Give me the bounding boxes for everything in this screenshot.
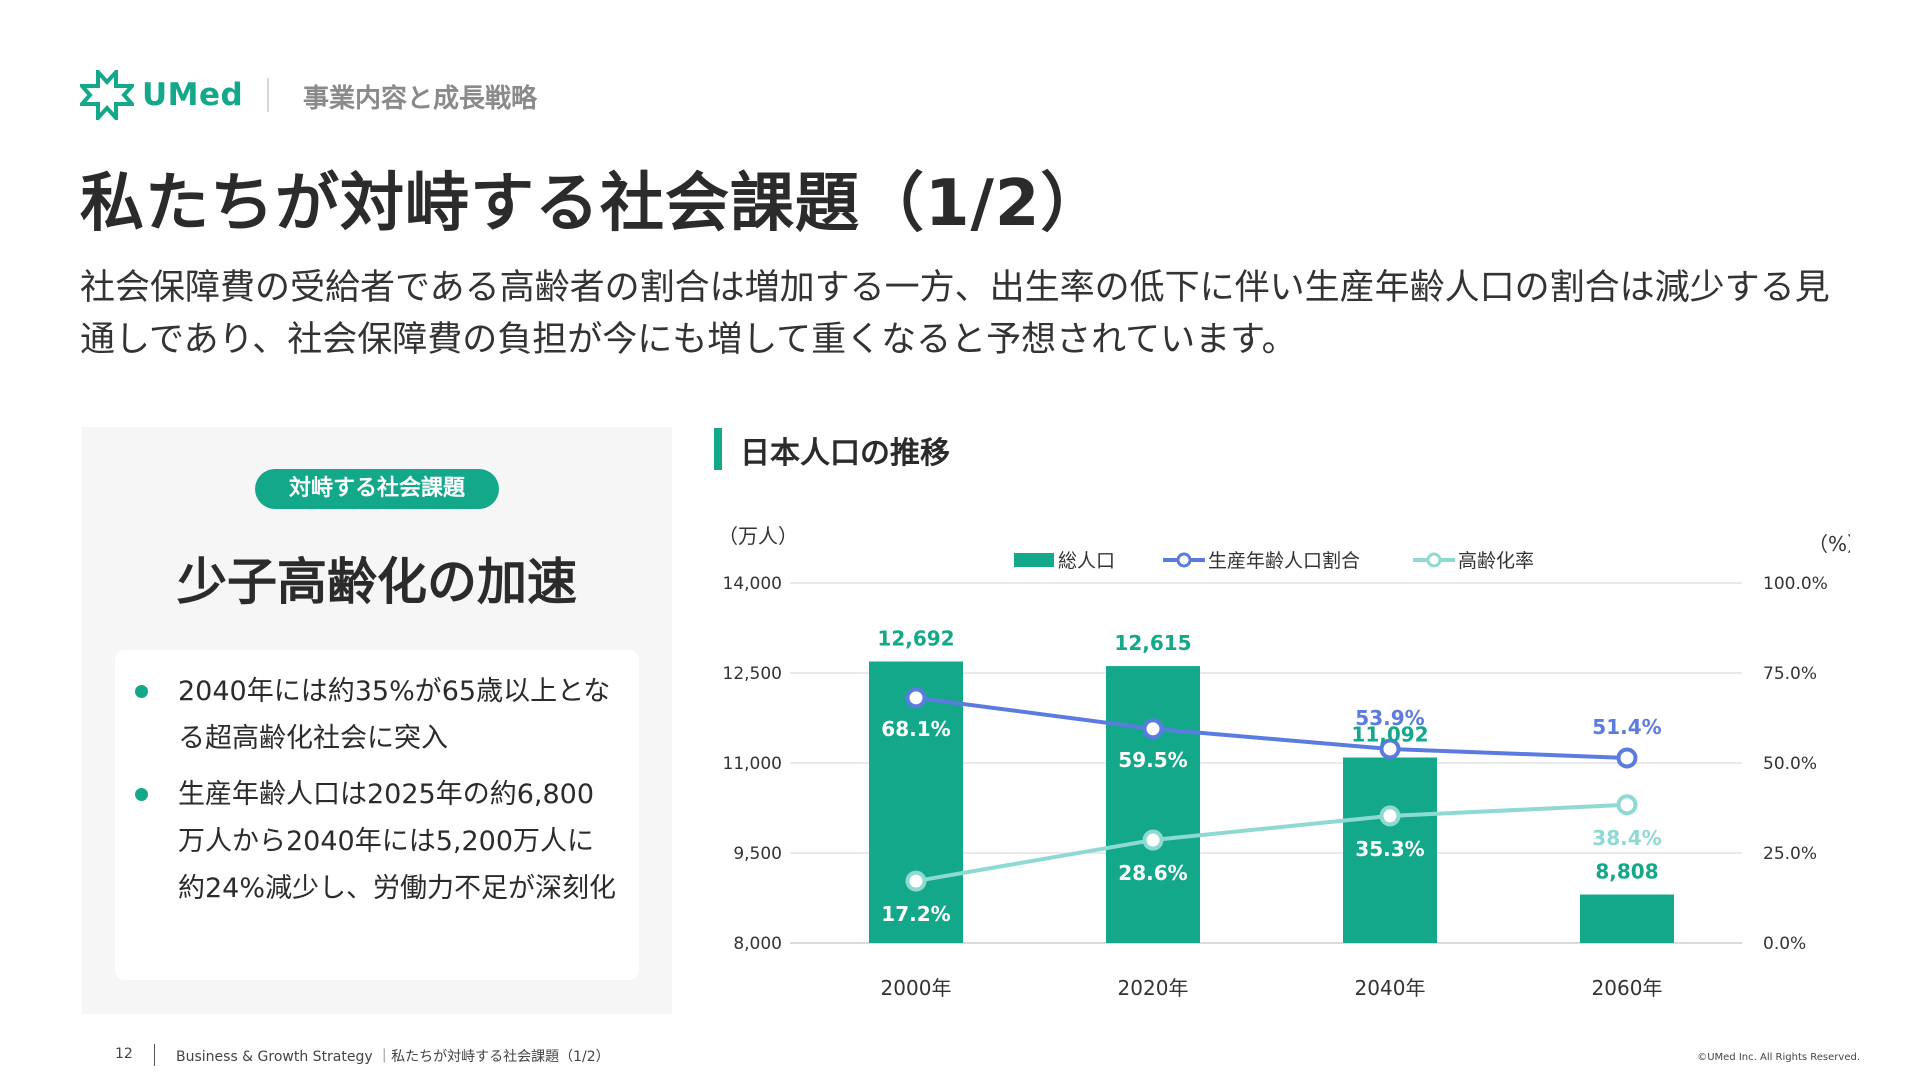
issue-panel: 対峙する社会課題 少子高齢化の加速 2040年には約35%が65歳以上となる超高… [82,427,672,1014]
header-divider [267,78,269,112]
aging-rate-point [905,870,927,892]
issue-headline: 少子高齢化の加速 [177,553,577,611]
working-age-ratio-point [1616,747,1638,769]
working-age-value-label: 53.9% [1355,706,1424,730]
y-tick-right: 50.0% [1763,754,1817,774]
umed-cross-icon [80,70,134,120]
brand-logo: UMed [80,70,243,120]
legend-label: 高齢化率 [1458,550,1534,572]
working-age-ratio-point [1142,718,1164,740]
aging-rate-point [1142,829,1164,851]
chart-title: 日本人口の推移 [740,436,950,471]
bullet-item: 2040年には約35%が65歳以上となる超高齢化社会に突入 [115,668,639,762]
bar-total-population [1580,894,1674,943]
bullet-dot-icon [135,685,148,698]
y-axis-label-right: （%） [1808,532,1850,556]
lead-text: 社会保障費の受給者である高齢者の割合は増加する一方、出生率の低下に伴い生産年齢人… [80,268,1830,360]
bar-value-label: 11,092 [1351,722,1428,746]
working-age-value-label: 59.5% [1118,748,1187,772]
y-tick-left: 14,000 [723,574,782,594]
y-axis-label-left: （万人） [718,524,798,548]
bar-value-label: 8,808 [1595,860,1658,884]
y-tick-right: 25.0% [1763,844,1817,864]
working-age-ratio-point [1379,738,1401,760]
legend-label: 生産年齢人口割合 [1208,550,1360,572]
bar-total-population [869,661,963,943]
footer-text: Business & Growth Strategy ｜私たちが対峙する社会課題… [176,1049,610,1065]
x-tick-label: 2060年 [1592,976,1663,1000]
legend-marker-aging-rate [1426,552,1442,568]
x-tick-label: 2020年 [1118,976,1189,1000]
legend-swatch-bar [1014,553,1054,567]
brand-name: UMed [142,77,244,113]
x-tick-label: 2040年 [1355,976,1426,1000]
y-tick-left: 8,000 [733,934,782,954]
section-name: 事業内容と成長戦略 [303,84,538,114]
x-tick-label: 2000年 [881,976,952,1000]
y-tick-left: 9,500 [733,844,782,864]
copyright: ©UMed Inc. All Rights Reserved. [1697,1052,1860,1063]
aging-rate-line [915,802,1628,884]
bullet-text: 2040年には約35%が65歳以上となる超高齢化社会に突入 [178,676,611,754]
issue-card: 2040年には約35%が65歳以上となる超高齢化社会に突入 生産年齢人口は202… [115,650,639,980]
issue-bullet-list: 2040年には約35%が65歳以上となる超高齢化社会に突入 生産年齢人口は202… [115,668,639,921]
footer-divider [154,1044,155,1066]
chart-title-accent [714,428,722,470]
working-age-ratio-point [905,687,927,709]
legend-label: 総人口 [1058,550,1115,572]
issue-tag: 対峙する社会課題 [255,469,499,509]
bar-value-label: 12,692 [877,626,954,650]
aging-rate-point [1616,794,1638,816]
y-tick-right: 100.0% [1763,574,1828,594]
bar-value-label: 12,615 [1114,631,1191,655]
y-tick-right: 0.0% [1763,934,1806,954]
aging-rate-value-label: 28.6% [1118,861,1187,885]
y-tick-left: 11,000 [723,754,782,774]
aging-rate-value-label: 38.4% [1592,826,1661,850]
page-title: 私たちが対峙する社会課題（1/2） [80,167,1106,241]
working-age-value-label: 51.4% [1592,715,1661,739]
aging-rate-point [1379,805,1401,827]
bullet-dot-icon [135,788,148,801]
working-age-ratio-line [915,695,1628,760]
bar-total-population [1343,757,1437,943]
bar-total-population [1106,666,1200,943]
bullet-item: 生産年齢人口は2025年の約6,800万人から2040年には5,200万人に約2… [115,771,639,912]
footer-page-number: 12 [115,1046,133,1062]
legend-marker-working-age [1176,552,1192,568]
aging-rate-value-label: 17.2% [881,902,950,926]
population-chart: 14,000 100.0% 12,500 75.0% 11,000 50.0% 9,500 2… [718,524,1850,1000]
working-age-value-label: 68.1% [881,717,950,741]
bullet-text: 生産年齢人口は2025年の約6,800万人から2040年には5,200万人に約2… [178,779,617,904]
y-tick-left: 12,500 [723,664,782,684]
aging-rate-value-label: 35.3% [1355,837,1424,861]
y-tick-right: 75.0% [1763,664,1817,684]
